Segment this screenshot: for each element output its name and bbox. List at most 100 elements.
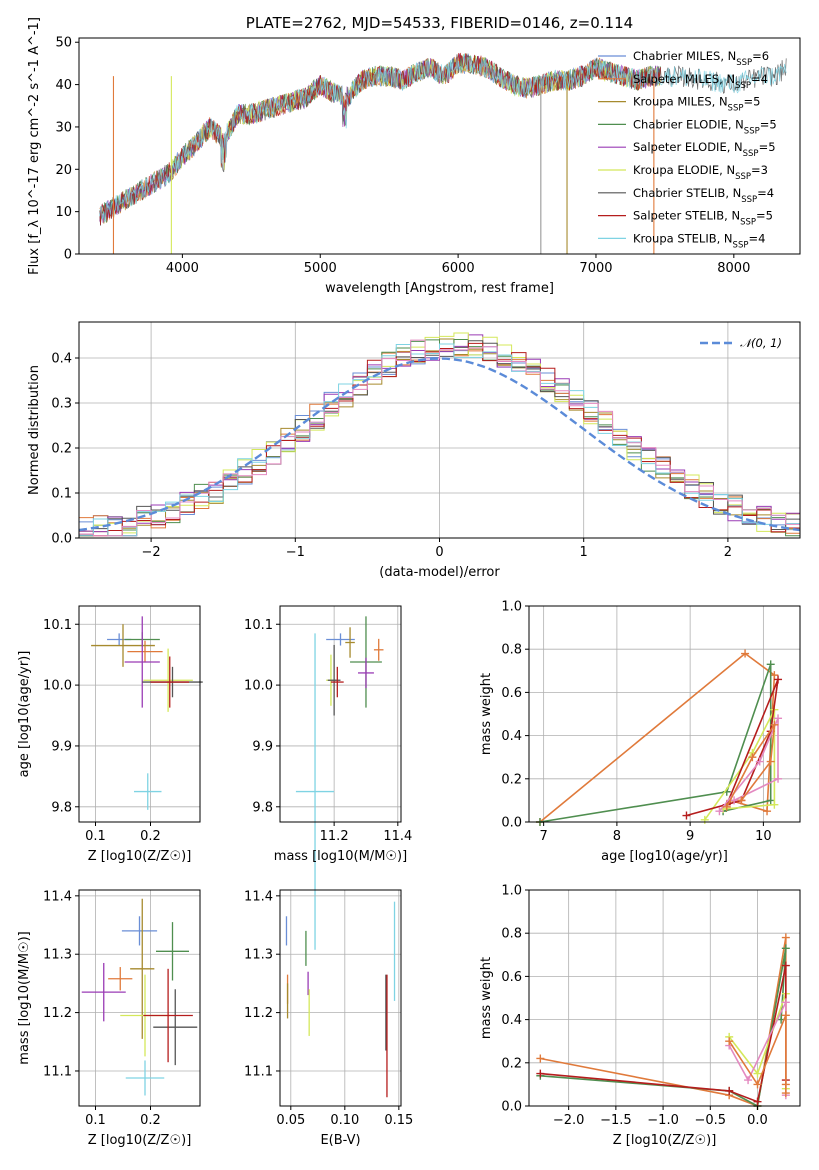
histogram-step — [79, 339, 800, 537]
x-tick-label: 9 — [686, 829, 694, 844]
y-tick-label: 0.0 — [501, 1100, 522, 1115]
y-tick-label: 20 — [55, 163, 72, 178]
legend-eq: =5 — [759, 140, 776, 154]
y-tick-label: 11.3 — [244, 948, 273, 963]
y-tick-label: 10.0 — [43, 679, 72, 694]
weight-marker — [781, 1089, 790, 1098]
weight-marker — [748, 753, 757, 762]
axes-frame — [279, 605, 402, 823]
x-tick-label: 0.2 — [140, 1113, 161, 1128]
weight-marker — [763, 807, 772, 816]
weight-marker — [715, 807, 724, 816]
legend-label: Chabrier MILES, N — [633, 49, 736, 63]
legend-entry: Chabrier ELODIE, NSSP=5 — [633, 117, 777, 136]
plot-area — [285, 901, 396, 1098]
x-tick-label: 2 — [724, 545, 732, 560]
weight-marker — [753, 1069, 762, 1078]
x-tick-label: 4000 — [166, 261, 199, 276]
legend-entry: Kroupa STELIB, NSSP=4 — [633, 231, 765, 250]
weight-marker — [781, 1011, 790, 1020]
y-tick-label: 10.0 — [244, 679, 273, 694]
weight-marker — [766, 757, 775, 766]
weight-marker — [770, 720, 779, 729]
legend-eq: =5 — [756, 209, 773, 223]
legend-sub: SSP — [733, 240, 749, 250]
y-tick-label: 11.1 — [244, 1064, 273, 1079]
plot-area — [99, 52, 787, 254]
weight-marker — [781, 944, 790, 953]
x-tick-label: −1 — [286, 545, 305, 560]
weight-marker — [725, 1086, 734, 1095]
y-tick-label: 0.2 — [501, 772, 522, 787]
legend-sub: SSP — [740, 218, 756, 228]
x-tick-label: 5000 — [304, 261, 337, 276]
axes-frame — [78, 605, 201, 823]
x-tick-label: 10 — [755, 829, 772, 844]
panel-spectrum: 4000 5000 6000 7000 8000 0 10 20 30 40 50 wavelengt… — [27, 14, 801, 296]
y-tick-label: 9.9 — [252, 739, 273, 754]
weight-marker — [753, 1080, 762, 1089]
legend-entry: Salpeter ELODIE, NSSP=5 — [633, 140, 776, 159]
x-tick-label: 8000 — [717, 261, 750, 276]
y-axis-label: mass weight — [479, 957, 494, 1039]
weight-marker — [737, 796, 746, 805]
y-axis-label: mass [log10(M/M☉)] — [17, 931, 32, 1064]
plot-area — [78, 332, 801, 537]
weight-marker — [774, 774, 783, 783]
weight-marker — [753, 1097, 762, 1106]
weight-marker — [725, 1037, 734, 1046]
x-tick-label: 0.1 — [85, 1113, 106, 1128]
panel-residuals: −2 −1 0 1 2 0.0 0.1 0.2 0.3 0.4 (data-model)/error… — [27, 321, 801, 580]
legend-eq: =3 — [751, 163, 768, 177]
weight-marker — [730, 796, 739, 805]
gaussian-curve — [78, 357, 801, 532]
x-axis-label: Z [log10(Z/Z☉)] — [88, 1133, 192, 1148]
y-tick-label: 0.1 — [51, 487, 72, 502]
legend-label: Kroupa STELIB, N — [633, 231, 733, 245]
y-tick-label: 50 — [55, 36, 72, 51]
legend-sub: SSP — [735, 81, 751, 91]
y-tick-label: 0.6 — [501, 686, 522, 701]
legend-sub: SSP — [741, 195, 757, 205]
chart-title: PLATE=2762, MJD=54533, FIBERID=0146, z=0… — [246, 14, 633, 32]
x-tick-label: 0.1 — [85, 829, 106, 844]
legend-entry: 𝒩(0, 1) — [740, 336, 782, 350]
y-tick-label: 11.4 — [43, 889, 72, 904]
x-tick-label: 1 — [580, 545, 588, 560]
x-tick-label: 0.15 — [384, 1113, 413, 1128]
x-tick-label: 7 — [540, 829, 548, 844]
weight-marker — [781, 961, 790, 970]
weight-marker — [766, 660, 775, 669]
axes-frame — [528, 605, 801, 823]
panel-age_vs_Z: 0.1 0.2 9.8 9.9 10.0 10.1 Z [log10(Z/Z☉)] age [… — [17, 605, 203, 864]
x-axis-label: age [log10(age/yr)] — [601, 849, 728, 864]
plot-area — [81, 898, 198, 1096]
legend-eq: =4 — [751, 72, 768, 86]
y-tick-label: 1.0 — [501, 884, 522, 899]
y-tick-label: 0.2 — [501, 1056, 522, 1071]
weight-marker — [774, 714, 783, 723]
axes-frame — [279, 889, 402, 1107]
y-tick-label: 40 — [55, 78, 72, 93]
legend-entry: Chabrier MILES, NSSP=6 — [633, 49, 769, 68]
x-tick-label: −0.5 — [695, 1113, 727, 1128]
axes-frame — [78, 37, 801, 255]
x-tick-label: 0.0 — [747, 1113, 768, 1128]
legend-entry: Salpeter STELIB, NSSP=5 — [633, 209, 773, 228]
legend-entry: Kroupa ELODIE, NSSP=3 — [633, 163, 768, 182]
panel-weight_vs_age: 7 8 9 10 0.0 0.2 0.4 0.6 0.8 1.0 age [log10(age/yr… — [479, 600, 801, 864]
legend-label: Chabrier ELODIE, N — [633, 117, 744, 131]
y-tick-label: 11.4 — [244, 889, 273, 904]
y-tick-label: 0.4 — [51, 352, 72, 367]
panel-mass_vs_EBV: 0.05 0.10 0.15 11.1 11.2 11.3 11.4 E(B-V) — [244, 889, 413, 1148]
weight-marker — [536, 1054, 545, 1063]
weight-marker — [744, 1076, 753, 1085]
legend-eq: =5 — [743, 95, 760, 109]
y-tick-label: 0.6 — [501, 970, 522, 985]
legend-eq: =5 — [760, 117, 777, 131]
weight-marker — [770, 671, 779, 680]
y-axis-label: Normed distribution — [27, 365, 42, 495]
plot-area — [536, 933, 790, 1110]
y-axis-label: Flux [f_λ 10^-17 erg cm^-2 s^-1 A^-1] — [27, 17, 42, 275]
weight-marker — [781, 933, 790, 942]
